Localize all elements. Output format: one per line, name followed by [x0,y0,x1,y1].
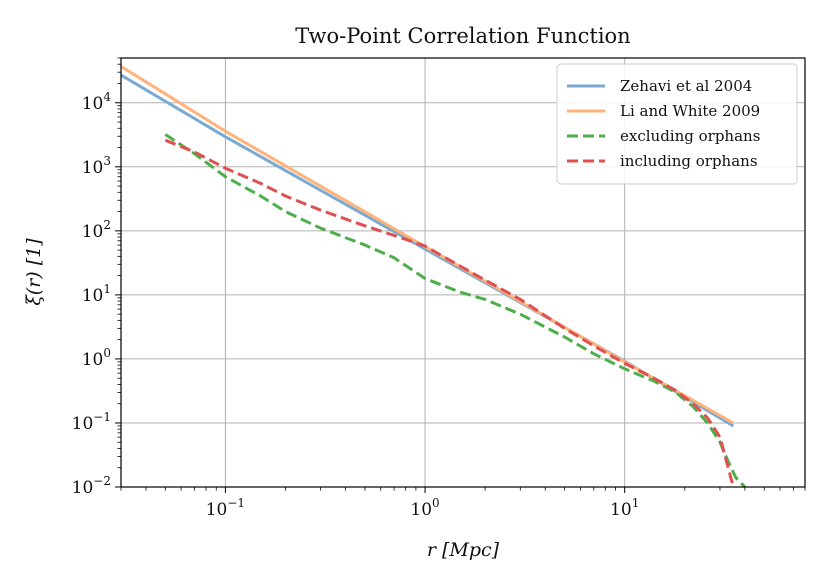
legend-label: Zehavi et al 2004 [620,77,752,95]
series-line-4 [164,138,735,487]
series-line-3 [164,133,746,487]
series-group [121,65,746,487]
x-tick-label: 101 [610,496,639,520]
chart-title: Two-Point Correlation Function [295,24,630,48]
legend-label: including orphans [620,152,758,170]
y-tick-label: 10−1 [72,410,111,434]
plot-frame [120,57,806,488]
x-axis-label: r [Mpc] [427,539,500,561]
legend-label: excluding orphans [620,127,760,145]
y-axis-label: ξ(r) [1] [23,238,45,306]
x-tick-label: 10−1 [206,496,245,520]
legend: Zehavi et al 2004 Li and White 2009 exclud… [556,63,798,185]
y-tick-label: 100 [82,346,111,370]
y-tick-label: 101 [82,282,111,306]
y-tick-label: 104 [82,90,112,114]
legend-box [556,63,798,185]
y-tick-label: 103 [82,154,111,178]
legend-label: Li and White 2009 [620,102,760,120]
y-tick-label: 10−2 [72,474,111,498]
y-tick-label: 102 [82,218,111,242]
x-tick-label: 100 [410,496,439,520]
axis-ticks: 10−1 100 101 10−2 10−1 100 101 102 103 104 [72,57,806,520]
